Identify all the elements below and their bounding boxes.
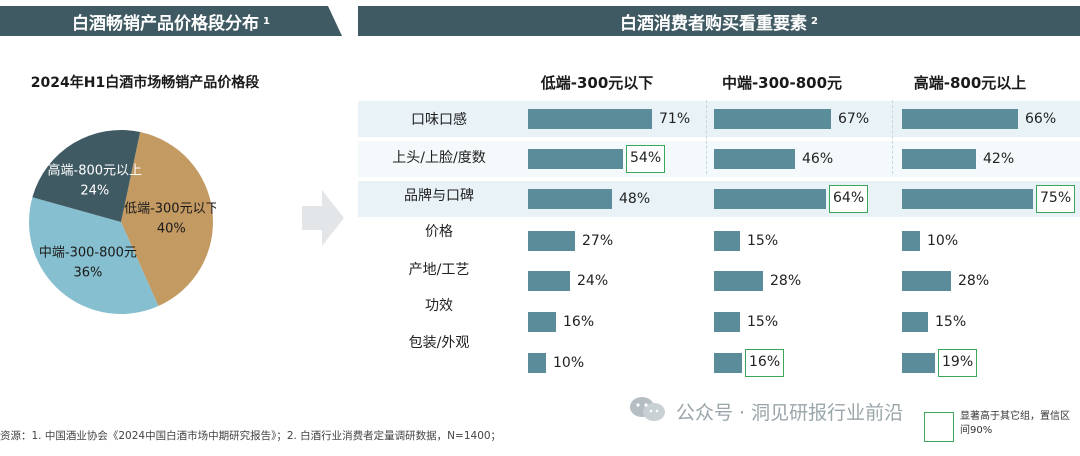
right-arrow-icon (302, 190, 344, 246)
bar-value: 71% (659, 111, 691, 127)
series-header: 中端-300-800元 (721, 74, 843, 92)
category-label: 品牌与口碑 (404, 188, 474, 204)
pie-slice-value: 24% (80, 184, 109, 199)
bar (528, 149, 623, 169)
column-separator (892, 100, 893, 174)
bar (714, 312, 740, 332)
bar (902, 109, 1018, 129)
bar-value-highlighted: 16% (745, 349, 785, 377)
column-separator (706, 100, 707, 174)
bar-value: 15% (747, 314, 779, 330)
right-banner-note: 2 (811, 15, 818, 27)
bar-value: 10% (553, 355, 585, 371)
bar (714, 353, 742, 373)
bar-value-highlighted: 64% (829, 185, 869, 213)
bar (714, 189, 826, 209)
bar (528, 271, 570, 291)
bar (902, 231, 920, 251)
bar-value: 15% (747, 233, 779, 249)
pie-chart-title: 2024年H1白酒市场畅销产品价格段 (30, 75, 260, 91)
bar-value-highlighted: 54% (626, 145, 666, 173)
series-header: 低端-300元以下 (540, 74, 654, 92)
wechat-icon (630, 397, 665, 421)
bar (528, 353, 546, 373)
pie-slice (32, 129, 141, 222)
bar (714, 149, 795, 169)
bar-value: 10% (927, 233, 959, 249)
left-section-banner: 白酒畅销产品价格段分布 1 (0, 6, 342, 36)
bar (528, 189, 612, 209)
highlight-legend-text: 显著高于其它组，置信区间90% (960, 411, 1070, 436)
bar (902, 353, 935, 373)
pie-slice (28, 197, 159, 314)
highlight-legend-swatch (924, 412, 954, 442)
right-banner-title: 白酒消费者购买看重要素 (620, 13, 808, 34)
bar (528, 231, 575, 251)
bar-value: 16% (563, 314, 595, 330)
bar (902, 189, 1033, 209)
source-footnote: 资源：1. 中国酒业协会《2024中国白酒市场中期研究报告》；2. 白酒行业消费… (0, 430, 502, 442)
bar-value-highlighted: 75% (1036, 185, 1076, 213)
bar-value: 46% (802, 151, 834, 167)
right-section-banner: 白酒消费者购买看重要素 2 (358, 6, 1080, 36)
bar (528, 109, 652, 129)
bar-value-highlighted: 19% (938, 349, 978, 377)
bar (714, 231, 740, 251)
bar (714, 271, 763, 291)
bar-value: 66% (1025, 111, 1057, 127)
bar-value: 42% (983, 151, 1015, 167)
pie-slice-value: 36% (73, 265, 102, 280)
price-segment-pie-chart: 低端-300元以下 40% 中端-300-800元 36% 高端-800元以上 24% (28, 129, 216, 314)
bar-value: 27% (582, 233, 614, 249)
bar (902, 312, 928, 332)
pie-slice-value: 40% (157, 222, 186, 237)
bar (902, 271, 951, 291)
series-header: 高端-800元以上 (913, 74, 1027, 92)
category-label: 功效 (425, 298, 453, 314)
bar-value: 15% (935, 314, 967, 330)
bar (714, 109, 831, 129)
watermark-text: 公众号 · 洞见研报行业前沿 (676, 402, 904, 424)
category-label: 产地/工艺 (408, 262, 470, 278)
pie-slice-label: 低端-300元以下 (124, 202, 216, 217)
pie-slice-label: 高端-800元以上 (48, 163, 143, 179)
bar-value: 48% (619, 191, 651, 207)
category-label: 上头/上脸/度数 (392, 150, 486, 166)
left-banner-note: 1 (263, 15, 270, 27)
category-label: 口味口感 (411, 112, 467, 128)
category-label: 包装/外观 (408, 335, 470, 351)
pie-slice-label: 中端-300-800元 (39, 245, 137, 260)
bar (528, 312, 556, 332)
pie-slice (121, 132, 214, 307)
bar-value: 24% (577, 273, 609, 289)
bar-value: 67% (838, 111, 870, 127)
bar (902, 149, 976, 169)
left-banner-title: 白酒畅销产品价格段分布 (72, 13, 260, 34)
bar-value: 28% (770, 273, 802, 289)
bar-value: 28% (958, 273, 990, 289)
category-label: 价格 (425, 224, 453, 240)
